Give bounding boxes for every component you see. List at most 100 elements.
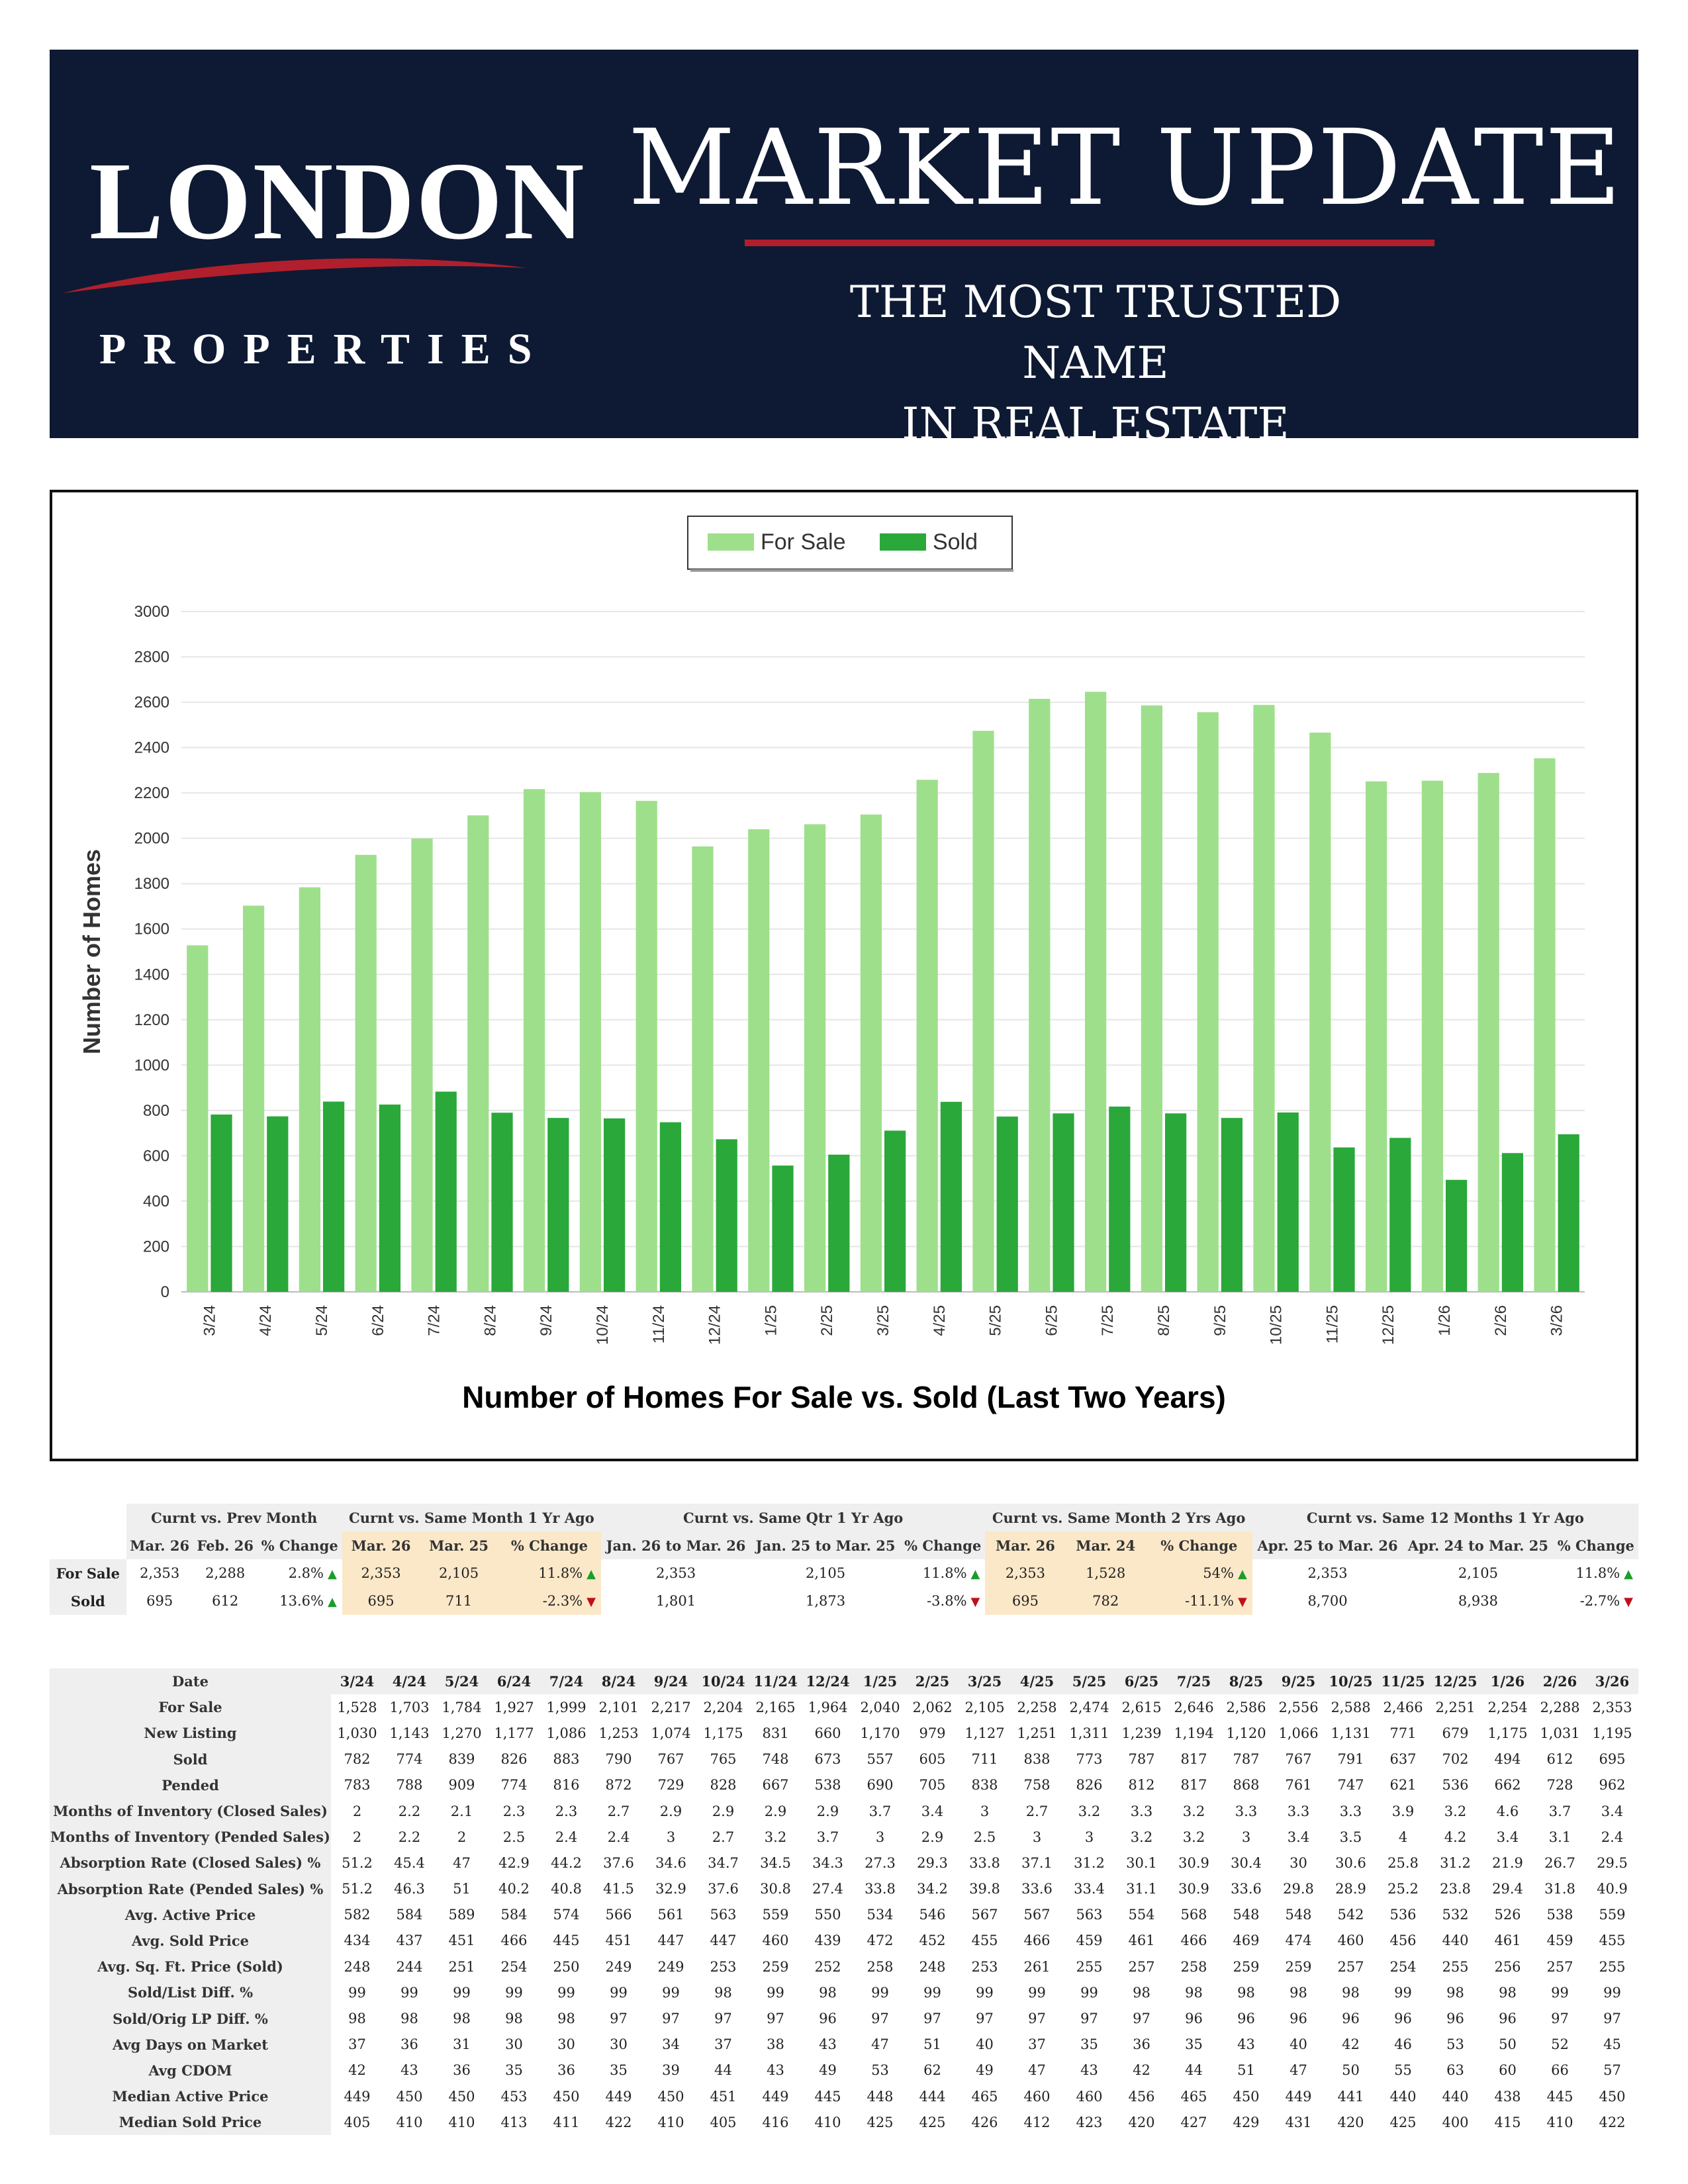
table-cell: 33.8 [969,1854,1000,1871]
table-cell: 45.4 [394,1854,425,1871]
date-column-header: 8/24 [592,1668,645,1695]
date-column-header: 4/24 [383,1668,436,1695]
table-cell: 1,127 [964,1725,1005,1741]
table-cell: 96 [1342,2011,1360,2027]
table-cell: 444 [919,2088,946,2105]
bar-for-sale [1421,780,1443,1292]
table-row: Pended 783 788 909 774 816 872 729 828 667 538 690 7… [50,1772,1638,1798]
table-cell: 1,964 [808,1699,848,1715]
table-cell: 29.8 [1283,1881,1314,1897]
table-cell: 1,175 [703,1725,743,1741]
y-tick-label: 2400 [134,739,169,757]
summary-column-header: Mar. 26 [342,1531,420,1559]
bar-sold [1053,1113,1074,1292]
monthly-stats-table: Date 3/24 4/24 5/24 6/24 7/24 8/24 9/24 10/24 11… [50,1668,1638,2136]
summary-cell-text: 2,353 [361,1565,401,1581]
table-cell: 53 [1446,2036,1464,2053]
table-row: Median Active Price 449 450 450 453 450 449 450… [50,2083,1638,2110]
table-cell: 420 [1128,2114,1155,2130]
table-cell: 44 [1185,2062,1203,2079]
table-cell: 99 [923,1984,941,2001]
summary-percent-change: 11.8% ▲ [900,1559,985,1587]
table-cell: 98 [557,2011,575,2027]
bar-sold [884,1130,906,1292]
table-cell: 536 [1389,1907,1417,1923]
table-cell: 3.4 [1287,1829,1310,1845]
summary-value: 711 [420,1587,498,1615]
table-cell: 99 [557,1984,575,2001]
tagline: THE MOST TRUSTED NAME IN REAL ESTATE [778,272,1413,455]
table-cell: 3 [1084,1829,1094,1845]
table-cell: 451 [605,1933,632,1949]
bar-for-sale [355,854,377,1292]
summary-column-header: Jan. 25 to Mar. 25 [751,1531,901,1559]
table-cell: 423 [1076,2114,1103,2130]
table-row: Avg CDOM 42 43 36 35 36 35 39 44 43 49 53 62 49 47 43 42… [50,2057,1638,2083]
table-cell: 98 [1446,1984,1464,2001]
table-cell: 30.9 [1178,1854,1209,1871]
table-cell: 2,251 [1435,1699,1476,1715]
table-cell: 99 [662,1984,680,2001]
table-cell: 2,474 [1069,1699,1109,1715]
table-cell: 450 [657,2088,684,2105]
table-cell: 1,253 [598,1725,639,1741]
table-cell: 568 [1180,1907,1207,1923]
table-cell: 53 [871,2062,889,2079]
summary-column-header: % Change [257,1531,342,1559]
bar-sold [379,1104,401,1292]
bar-sold [267,1116,289,1292]
summary-cell-text: 13.6% [279,1593,324,1609]
table-cell: 447 [657,1933,684,1949]
table-cell: 1,999 [546,1699,586,1715]
table-cell: 51.2 [342,1854,373,1871]
table-cell: 673 [814,1751,841,1768]
table-row: Absorption Rate (Pended Sales) % 51.2 46.3… [50,1876,1638,1902]
bar-sold [491,1113,513,1292]
legend-swatch-for-sale [708,533,754,551]
table-cell: 1,177 [494,1725,534,1741]
table-cell: 453 [500,2088,528,2105]
table-cell: 50 [1342,2062,1360,2079]
table-cell: 30.1 [1126,1854,1157,1871]
arrow-up-icon: ▲ [1624,1567,1633,1581]
x-tick-label: 2/25 [818,1305,836,1336]
table-cell: 47 [871,2036,889,2053]
table-cell: 97 [662,2011,680,2027]
summary-column-header: % Change [1145,1531,1252,1559]
x-tick-label: 6/25 [1043,1305,1060,1336]
table-cell: 413 [500,2114,528,2130]
table-cell: 30.9 [1178,1881,1209,1897]
table-cell: 695 [1599,1751,1626,1768]
table-cell: 450 [1233,2088,1260,2105]
date-column-header: 3/25 [959,1668,1011,1695]
summary-group: Curnt vs. Prev Month [126,1504,342,1531]
table-cell: 494 [1494,1751,1521,1768]
table-cell: 30 [505,2036,523,2053]
table-cell: 774 [500,1777,528,1794]
x-tick-label: 12/25 [1380,1305,1397,1345]
x-tick-label: 10/25 [1268,1305,1286,1345]
y-tick-label: 600 [143,1147,169,1165]
table-row-label: Sold/List Diff. % [50,1979,331,2006]
table-cell: 2,288 [1540,1699,1580,1715]
table-cell: 758 [1023,1777,1051,1794]
table-cell: 98 [400,2011,418,2027]
table-cell: 466 [1023,1933,1051,1949]
table-cell: 4.2 [1444,1829,1467,1845]
table-cell: 574 [553,1907,580,1923]
table-cell: 1,703 [389,1699,430,1715]
table-cell: 422 [1599,2114,1626,2130]
table-cell: 2.3 [502,1803,526,1819]
table-cell: 47 [453,1854,471,1871]
summary-cell-text: 11.8% [922,1565,967,1581]
table-row: New Listing 1,030 1,143 1,270 1,177 1,086 1,25… [50,1720,1638,1747]
bar-for-sale [692,846,714,1292]
table-cell: 839 [448,1751,475,1768]
table-cell: 440 [1389,2088,1417,2105]
bar-sold [940,1101,962,1292]
table-cell: 97 [1133,2011,1150,2027]
table-cell: 29.3 [917,1854,948,1871]
table-row: Avg. Sold Price 434 437 451 466 445 451 447 447 4… [50,1927,1638,1954]
table-cell: 422 [605,2114,632,2130]
bar-sold [323,1101,345,1292]
